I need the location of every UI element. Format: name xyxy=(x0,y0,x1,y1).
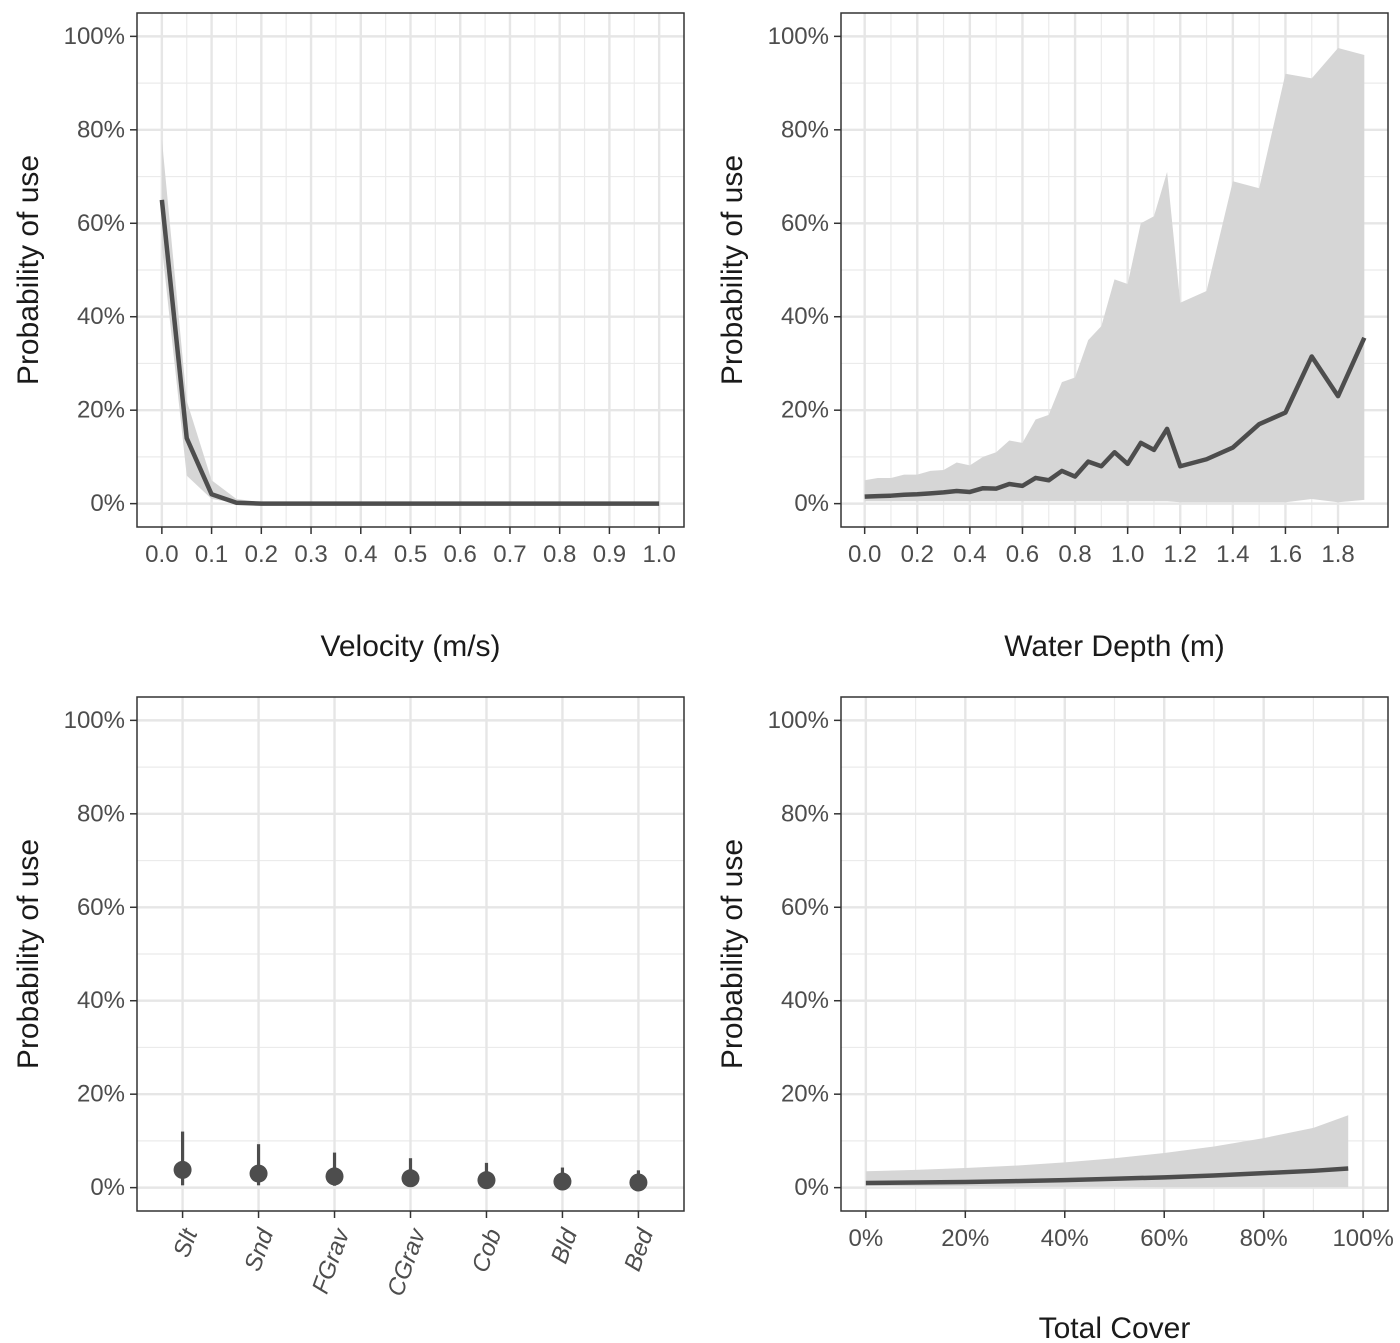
x-tick-label: 1.4 xyxy=(1216,541,1249,568)
x-axis-title: Water Depth (m) xyxy=(1004,630,1225,663)
series-line xyxy=(865,1166,1349,1186)
x-axis-title: Total Cover xyxy=(1039,1312,1191,1343)
confidence-band xyxy=(865,1115,1349,1188)
y-tick-label: 40% xyxy=(77,987,125,1014)
x-tick-label: 80% xyxy=(1240,1225,1288,1252)
y-tick-label: 20% xyxy=(77,1081,125,1108)
x-tick-label: Slt xyxy=(168,1224,203,1261)
y-tick-label: 0% xyxy=(794,1174,829,1201)
x-tick-label: 1.2 xyxy=(1164,541,1197,568)
data-point xyxy=(249,1164,268,1183)
x-tick-label: 0.1 xyxy=(195,541,228,568)
x-tick-label: Snd xyxy=(239,1225,279,1275)
x-tick-label: Bed xyxy=(619,1225,659,1275)
y-axis-title: Probability of use xyxy=(716,155,749,385)
data-point xyxy=(173,1160,192,1179)
y-tick-label: 80% xyxy=(781,800,829,827)
x-tick-label: 0.4 xyxy=(953,541,986,568)
y-tick-label: 60% xyxy=(781,894,829,921)
x-tick-label: 0.9 xyxy=(593,541,626,568)
x-tick-label: Bld xyxy=(546,1225,583,1267)
y-tick-label: 40% xyxy=(77,303,125,330)
x-tick-label: 20% xyxy=(941,1225,989,1252)
x-tick-label: 0.0 xyxy=(145,541,178,568)
x-tick-label: 0.6 xyxy=(444,541,477,568)
y-tick-label: 20% xyxy=(781,1081,829,1108)
x-tick-label: 0.3 xyxy=(294,541,327,568)
x-tick-label: 0.2 xyxy=(901,541,934,568)
y-tick-label: 40% xyxy=(781,987,829,1014)
y-tick-label: 0% xyxy=(794,490,829,517)
y-tick-label: 80% xyxy=(781,116,829,143)
y-axis-title: Probability of use xyxy=(12,839,45,1069)
y-tick-label: 40% xyxy=(781,303,829,330)
y-tick-label: 100% xyxy=(64,707,125,734)
chart-panel-3: 0% 20% 40% 60% 80% 100% Slt Snd FGrav CGrav Cob Bld… xyxy=(12,696,685,1300)
y-tick-label: 0% xyxy=(90,1174,125,1201)
y-axis-title: Probability of use xyxy=(716,839,749,1069)
y-tick-label: 100% xyxy=(768,23,829,50)
series-line xyxy=(864,336,1367,499)
y-tick-label: 0% xyxy=(90,490,125,517)
x-tick-label: 0.6 xyxy=(1006,541,1039,568)
x-tick-label: Cob xyxy=(467,1225,507,1276)
x-tick-label: 0.5 xyxy=(394,541,427,568)
x-tick-label: FGrav xyxy=(307,1224,356,1298)
y-tick-label: 80% xyxy=(77,800,125,827)
y-tick-label: 20% xyxy=(781,397,829,424)
x-tick-label: 1.0 xyxy=(642,541,675,568)
x-tick-label: 0.2 xyxy=(245,541,278,568)
y-tick-label: 20% xyxy=(77,397,125,424)
x-tick-label: 0.4 xyxy=(344,541,377,568)
x-tick-label: 0.7 xyxy=(493,541,526,568)
data-point xyxy=(401,1169,420,1188)
panel-border xyxy=(840,696,1389,1212)
x-tick-label: 1.8 xyxy=(1321,541,1354,568)
y-tick-label: 60% xyxy=(781,210,829,237)
chart-panel-2: 0% 20% 40% 60% 80% 100% 0.0 0.2 0.4 0.6 0.8 1.0 1.2 1… xyxy=(716,12,1389,663)
y-tick-label: 100% xyxy=(768,707,829,734)
series-line xyxy=(159,199,660,506)
x-tick-label: 40% xyxy=(1041,1225,1089,1252)
x-tick-label: 0.8 xyxy=(1058,541,1091,568)
x-tick-label: 100% xyxy=(1332,1225,1393,1252)
data-point xyxy=(325,1167,344,1186)
x-tick-label: 60% xyxy=(1140,1225,1188,1252)
x-tick-label: 0% xyxy=(849,1225,884,1252)
confidence-band xyxy=(864,48,1365,503)
x-tick-label: CGrav xyxy=(382,1224,432,1300)
x-axis-title: Velocity (m/s) xyxy=(320,630,500,663)
y-tick-label: 80% xyxy=(77,116,125,143)
chart-panel-4: 0% 20% 40% 60% 80% 100% 0% 20% 40% 60% 80% 100% Prob… xyxy=(716,696,1394,1343)
x-tick-label: 1.0 xyxy=(1111,541,1144,568)
x-tick-label: 0.8 xyxy=(543,541,576,568)
y-tick-label: 60% xyxy=(77,894,125,921)
x-tick-label: 0.0 xyxy=(848,541,881,568)
data-point xyxy=(477,1171,496,1190)
y-axis-title: Probability of use xyxy=(12,155,45,385)
panel-border xyxy=(840,12,1389,528)
data-point xyxy=(629,1173,648,1192)
chart-panel-1: 0% 20% 40% 60% 80% 100% 0.0 0.1 0.2 0.3 0.4 0.5 0.6 0… xyxy=(12,12,685,663)
y-tick-label: 100% xyxy=(64,23,125,50)
data-point xyxy=(553,1172,572,1191)
y-tick-label: 60% xyxy=(77,210,125,237)
x-tick-label: 1.6 xyxy=(1269,541,1302,568)
